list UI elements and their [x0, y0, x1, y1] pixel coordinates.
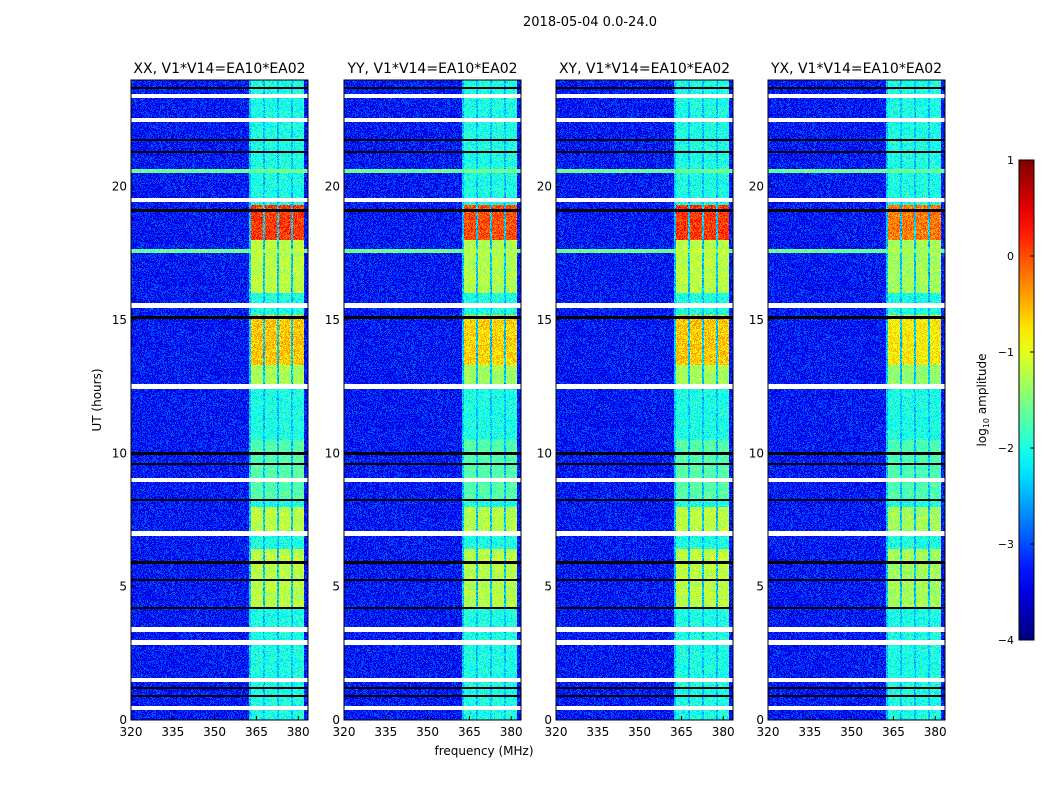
panel-1: YY, V1*V14=EA10*EA02 320 335 350 365 380 0 5 10 1…	[325, 61, 523, 739]
panel-title: YY, V1*V14=EA10*EA02	[346, 61, 517, 77]
y-tick-label: 20	[749, 180, 764, 194]
panel-frame	[343, 79, 522, 721]
y-tick-label: 10	[537, 446, 552, 460]
y-tick-label: 5	[332, 580, 340, 594]
panel-title: XX, V1*V14=EA10*EA02	[133, 61, 305, 77]
panel-frame	[130, 79, 309, 721]
figure-title: 2018-05-04 0.0-24.0	[523, 15, 657, 30]
x-tick-label: 320	[545, 725, 568, 739]
waterfall-heatmap	[768, 80, 945, 720]
y-axis-label: UT (hours)	[90, 368, 104, 431]
x-tick-label: 335	[161, 725, 184, 739]
x-tick-label: 365	[882, 725, 905, 739]
colorbar-tick-label: 1	[1007, 154, 1014, 167]
panel-frame	[767, 79, 946, 721]
colorbar-tick-label: 0	[1007, 250, 1014, 263]
x-tick-label: 320	[333, 725, 356, 739]
colorbar-label: log10 amplitude	[975, 354, 991, 447]
y-tick-label: 5	[756, 580, 764, 594]
y-tick-label: 0	[544, 713, 552, 727]
x-tick-label: 335	[798, 725, 821, 739]
colorbar-tick-label: −1	[998, 346, 1014, 359]
waterfall-heatmap	[131, 80, 308, 720]
x-tick-label: 365	[245, 725, 268, 739]
x-tick-label: 320	[757, 725, 780, 739]
waterfall-heatmap	[556, 80, 733, 720]
y-tick-label: 10	[112, 446, 127, 460]
panel-3: YX, V1*V14=EA10*EA02 320 335 350 365 380 0 5 10 1…	[749, 61, 947, 739]
x-tick-label: 380	[924, 725, 947, 739]
x-tick-label: 380	[500, 725, 523, 739]
y-tick-label: 20	[537, 180, 552, 194]
colorbar	[1018, 159, 1035, 641]
x-tick-label: 380	[712, 725, 735, 739]
x-tick-label: 320	[120, 725, 143, 739]
x-tick-label: 350	[628, 725, 651, 739]
x-tick-label: 380	[287, 725, 310, 739]
x-axis-label: frequency (MHz)	[434, 744, 533, 758]
waterfall-heatmap	[344, 80, 521, 720]
y-tick-label: 5	[544, 580, 552, 594]
colorbar-tick-label: −2	[998, 442, 1014, 455]
y-tick-label: 20	[112, 180, 127, 194]
y-tick-label: 0	[756, 713, 764, 727]
y-tick-label: 0	[332, 713, 340, 727]
colorbar-tick-label: −3	[998, 538, 1014, 551]
y-tick-label: 15	[325, 313, 340, 327]
x-tick-label: 335	[374, 725, 397, 739]
x-tick-label: 365	[458, 725, 481, 739]
panel-2: XY, V1*V14=EA10*EA02 320 335 350 365 380 0 5 10 1…	[537, 61, 735, 739]
panel-title: YX, V1*V14=EA10*EA02	[770, 61, 942, 77]
y-tick-label: 10	[325, 446, 340, 460]
panel-frame	[555, 79, 734, 721]
y-tick-label: 0	[119, 713, 127, 727]
y-tick-label: 5	[119, 580, 127, 594]
y-tick-label: 15	[537, 313, 552, 327]
y-tick-label: 15	[749, 313, 764, 327]
x-tick-label: 335	[586, 725, 609, 739]
x-tick-label: 350	[203, 725, 226, 739]
y-tick-label: 15	[112, 313, 127, 327]
x-tick-label: 350	[840, 725, 863, 739]
y-tick-label: 10	[749, 446, 764, 460]
x-tick-label: 365	[670, 725, 693, 739]
panel-title: XY, V1*V14=EA10*EA02	[559, 61, 730, 77]
panel-0: XX, V1*V14=EA10*EA02 320 335 350 365 380 0 5 10 1…	[112, 61, 310, 739]
x-tick-label: 350	[416, 725, 439, 739]
colorbar-tick-label: −4	[998, 634, 1014, 647]
y-tick-label: 20	[325, 180, 340, 194]
